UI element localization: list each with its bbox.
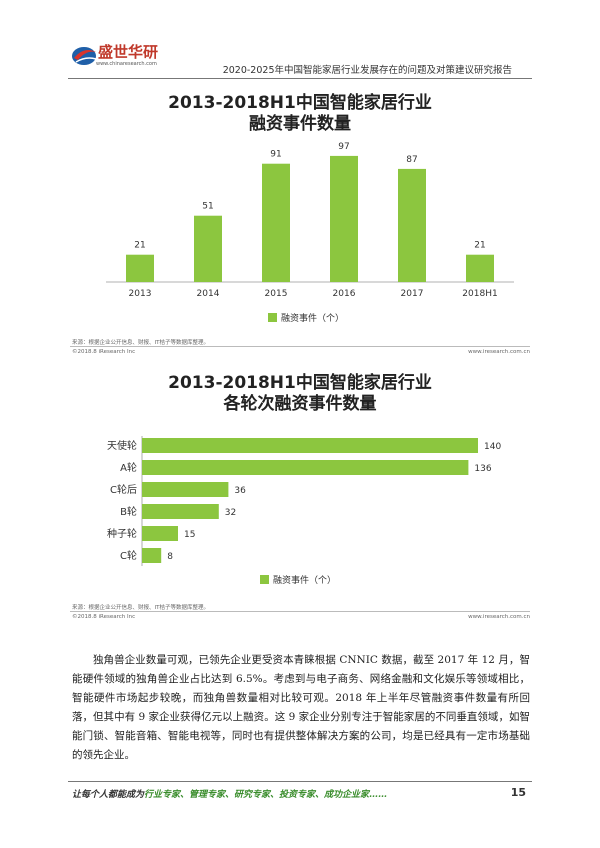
chart2-data-label: 8 — [167, 552, 173, 562]
chart1-data-label: 51 — [202, 202, 213, 212]
chart1-copyright: ©2018.8 iResearch Inc — [72, 349, 136, 355]
chart1-bar — [126, 254, 154, 282]
chart2-copyright: ©2018.8 iResearch Inc — [72, 614, 136, 620]
chart2-legend-label: 融资事件（个） — [273, 574, 336, 586]
chart2-data-label: 136 — [474, 464, 491, 474]
chart1-source: 来源：根据企业公开信息、财报、IT桔子等数据库整理。 — [72, 340, 209, 346]
chart1-site: www.iresearch.com.cn — [468, 349, 530, 355]
chart1-title-line1: 2013-2018H1中国智能家居行业 — [168, 93, 432, 113]
chart2-divider — [70, 611, 530, 612]
company-logo — [72, 47, 97, 65]
chart2-bar — [142, 460, 469, 475]
chart2-bar — [142, 438, 478, 453]
footer-divider — [68, 781, 532, 782]
report-title: 2020-2025年中国智能家居行业发展存在的问题及对策建议研究报告 — [222, 65, 512, 76]
chart1-tick-label: 2014 — [197, 289, 220, 299]
chart2-data-label: 140 — [484, 442, 501, 452]
chart1-tick-label: 2018H1 — [462, 289, 497, 299]
chart2-data-label: 36 — [234, 486, 246, 496]
chart1-bar — [194, 215, 222, 282]
chart2-category-label: C轮后 — [110, 483, 137, 496]
chart2-legend-swatch — [260, 575, 269, 584]
header-divider — [68, 78, 532, 79]
chart2-category-label: 天使轮 — [107, 439, 137, 452]
chart2-bar — [142, 548, 162, 563]
funding-events-by-round-chart: 天使轮 140 A轮 136 C轮后 36 B轮 32 种子轮 15 C轮 8 融资事件（个） — [107, 436, 501, 586]
chart2-bar — [142, 526, 178, 541]
chart2-title-line1: 2013-2018H1中国智能家居行业 — [168, 373, 432, 393]
chart2-bar — [142, 504, 219, 519]
page-number: 15 — [510, 786, 526, 799]
chart2-category-label: B轮 — [120, 505, 137, 518]
chart1-data-label: 91 — [270, 150, 281, 160]
chart1-bar — [262, 163, 290, 282]
chart1-data-label: 21 — [474, 241, 485, 251]
chart1-legend-label: 融资事件（个） — [281, 312, 344, 324]
logo-url: www.chinaresearch.com — [96, 61, 157, 67]
chart1-legend-swatch — [268, 313, 277, 322]
chart1-tick-label: 2013 — [129, 289, 152, 299]
chart2-category-label: A轮 — [120, 461, 137, 474]
footer-roles: 行业专家、管理专家、研究专家、投资专家、成功企业家…… — [144, 790, 388, 800]
chart1-title: 2013-2018H1中国智能家居行业 融资事件数量 — [70, 93, 530, 135]
body-paragraph: 独角兽企业数量可观，已领先企业更受资本青睐根据 CNNIC 数据，截至 2017… — [72, 654, 530, 761]
chart1-tick-label: 2015 — [265, 289, 288, 299]
chart2-site: www.iresearch.com.cn — [468, 614, 530, 620]
chart1-tick-label: 2017 — [401, 289, 424, 299]
chart1-data-label: 21 — [134, 241, 145, 251]
chart2-title-line2: 各轮次融资事件数量 — [223, 394, 377, 414]
chart1-title-line2: 融资事件数量 — [249, 114, 351, 134]
chart2-data-label: 15 — [184, 530, 195, 540]
footer-prefix: 让每个人都能成为 — [72, 790, 145, 800]
chart2-data-label: 32 — [225, 508, 236, 518]
chart1-data-label: 87 — [406, 155, 417, 165]
chart1-divider — [70, 346, 530, 347]
chart2-bar — [142, 482, 229, 497]
chart2-title: 2013-2018H1中国智能家居行业 各轮次融资事件数量 — [70, 373, 530, 415]
chart1-bar — [398, 168, 426, 282]
chart1-bar — [330, 155, 358, 282]
footer-slogan: 让每个人都能成为行业专家、管理专家、研究专家、投资专家、成功企业家…… — [72, 787, 387, 800]
chart2-source: 来源：根据企业公开信息、财报、IT桔子等数据库整理。 — [72, 605, 209, 611]
chart1-tick-label: 2016 — [333, 289, 356, 299]
chart2-category-label: 种子轮 — [107, 527, 137, 540]
chart1-bar — [466, 254, 494, 282]
chart1-data-label: 97 — [338, 142, 349, 152]
chart2-category-label: C轮 — [120, 549, 137, 562]
logo-text: 盛世华研 — [98, 43, 159, 61]
funding-events-by-year-chart: 21 2013 51 2014 91 2015 97 2016 87 2017 21 2018H1 融资… — [106, 142, 514, 324]
